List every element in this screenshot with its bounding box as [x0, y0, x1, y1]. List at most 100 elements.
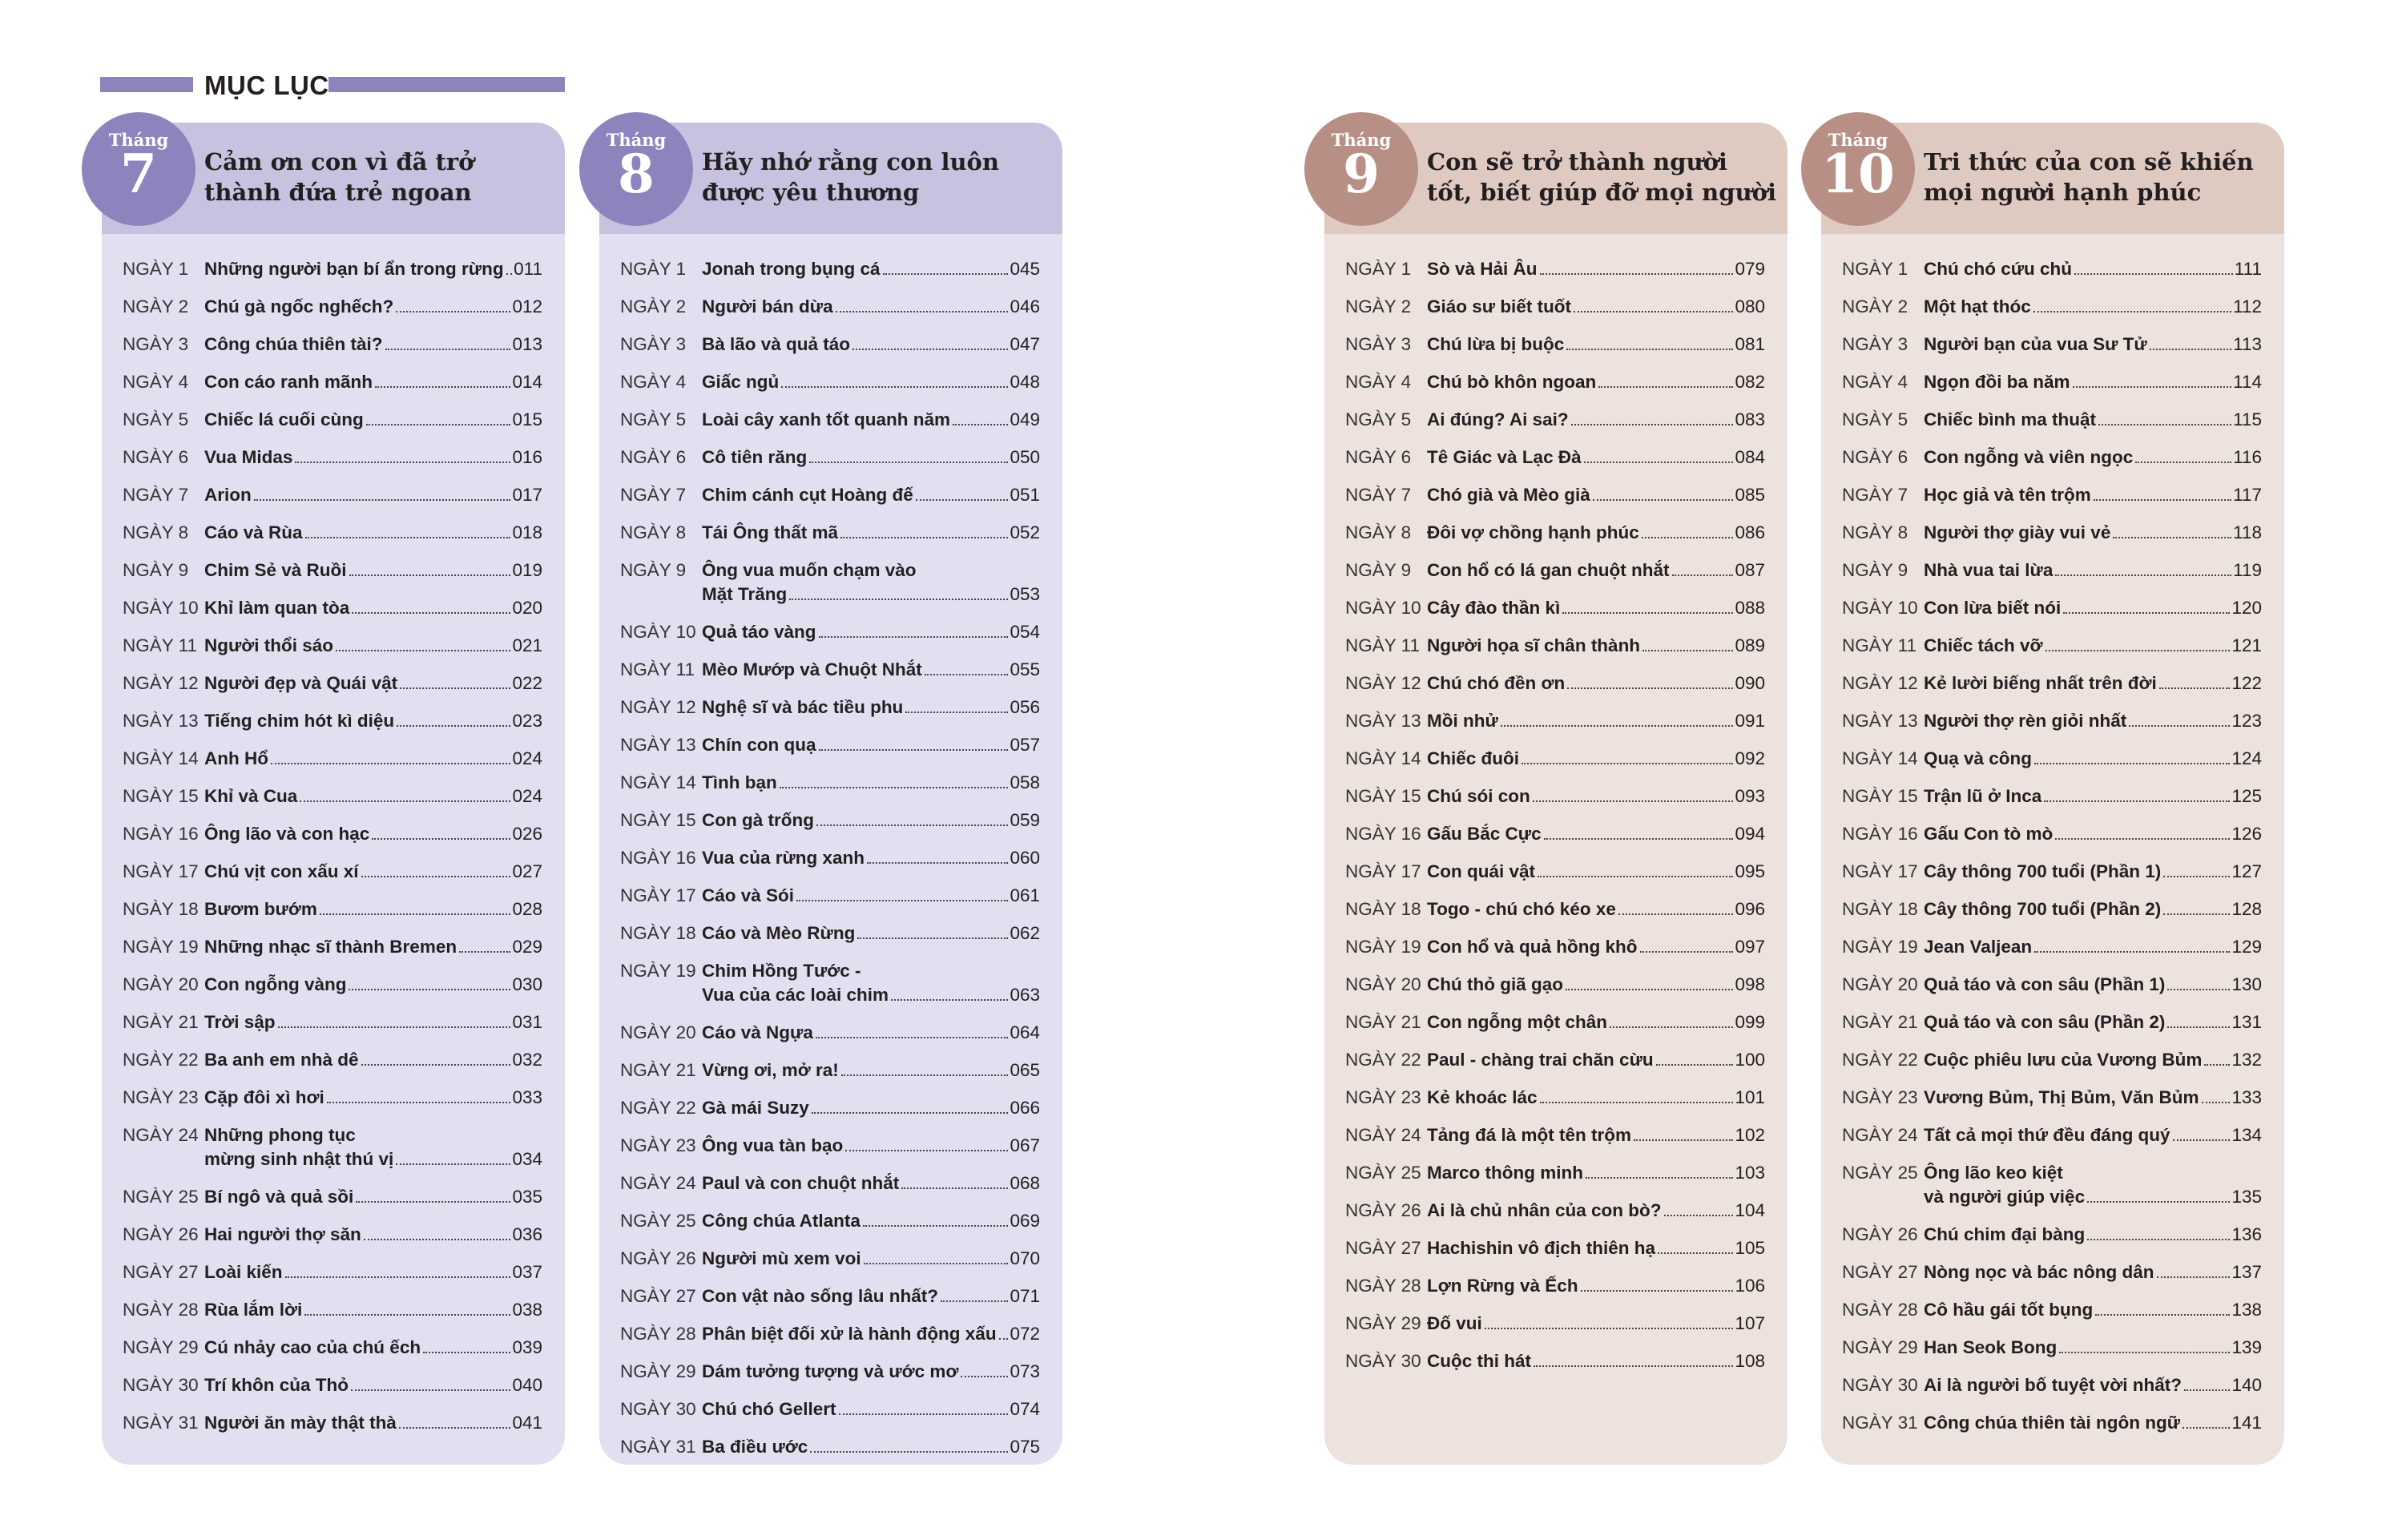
toc-entry[interactable]: NGÀY 18 Togo - chú chó kéo xe 096: [1345, 890, 1765, 928]
toc-entry[interactable]: NGÀY 24 Những phong tục mừng sinh nhật t…: [123, 1116, 542, 1178]
toc-entry[interactable]: NGÀY 17 Con quái vật 095: [1345, 853, 1765, 890]
toc-entry[interactable]: NGÀY 1 Những người bạn bí ẩn trong rừng 0…: [123, 250, 542, 288]
toc-entry[interactable]: NGÀY 13 Mồi nhử 091: [1345, 702, 1765, 740]
toc-entry[interactable]: NGÀY 26 Chú chim đại bàng 136: [1842, 1215, 2262, 1253]
toc-entry[interactable]: NGÀY 31 Ba điều ước 075: [620, 1428, 1040, 1465]
toc-entry[interactable]: NGÀY 7 Arion 017: [123, 476, 542, 514]
toc-entry[interactable]: NGÀY 13 Người thợ rèn giỏi nhất 123: [1842, 702, 2262, 740]
toc-entry[interactable]: NGÀY 1 Sò và Hải Âu 079: [1345, 250, 1765, 288]
toc-entry[interactable]: NGÀY 6 Vua Midas 016: [123, 438, 542, 476]
toc-entry[interactable]: NGÀY 20 Quả táo và con sâu (Phần 1) 130: [1842, 966, 2262, 1003]
toc-entry[interactable]: NGÀY 29 Dám tưởng tượng và ước mơ 073: [620, 1353, 1040, 1390]
toc-entry[interactable]: NGÀY 13 Tiếng chim hót kì diệu 023: [123, 702, 542, 740]
toc-entry[interactable]: NGÀY 2 Một hạt thóc 112: [1842, 288, 2262, 325]
toc-entry[interactable]: NGÀY 22 Cuộc phiêu lưu của Vương Bủm 132: [1842, 1041, 2262, 1078]
toc-entry[interactable]: NGÀY 2 Chú gà ngốc nghếch? 012: [123, 288, 542, 325]
toc-entry[interactable]: NGÀY 5 Chiếc bình ma thuật 115: [1842, 401, 2262, 438]
toc-entry[interactable]: NGÀY 28 Phân biệt đối xử là hành động xấ…: [620, 1315, 1040, 1353]
toc-entry[interactable]: NGÀY 9 Ông vua muốn chạm vào Mặt Trăng 05…: [620, 551, 1040, 613]
toc-entry[interactable]: NGÀY 10 Cây đào thần kì 088: [1345, 589, 1765, 627]
toc-entry[interactable]: NGÀY 4 Chú bò khôn ngoan 082: [1345, 363, 1765, 401]
toc-entry[interactable]: NGÀY 23 Ông vua tàn bạo 067: [620, 1127, 1040, 1164]
toc-entry[interactable]: NGÀY 9 Nhà vua tai lừa 119: [1842, 551, 2262, 589]
toc-entry[interactable]: NGÀY 24 Tất cả mọi thứ đều đáng quý 134: [1842, 1116, 2262, 1154]
toc-entry[interactable]: NGÀY 1 Jonah trong bụng cá 045: [620, 250, 1040, 288]
toc-entry[interactable]: NGÀY 2 Người bán dừa 046: [620, 288, 1040, 325]
toc-entry[interactable]: NGÀY 6 Tê Giác và Lạc Đà 084: [1345, 438, 1765, 476]
toc-entry[interactable]: NGÀY 6 Con ngỗng và viên ngọc 116: [1842, 438, 2262, 476]
toc-entry[interactable]: NGÀY 19 Con hổ và quả hồng khô 097: [1345, 928, 1765, 966]
toc-entry[interactable]: NGÀY 25 Ông lão keo kiệt và người giúp v…: [1842, 1154, 2262, 1215]
toc-entry[interactable]: NGÀY 24 Tảng đá là một tên trộm 102: [1345, 1116, 1765, 1154]
toc-entry[interactable]: NGÀY 22 Paul - chàng trai chăn cừu 100: [1345, 1041, 1765, 1078]
toc-entry[interactable]: NGÀY 7 Chó già và Mèo già 085: [1345, 476, 1765, 514]
toc-entry[interactable]: NGÀY 16 Vua của rừng xanh 060: [620, 839, 1040, 877]
toc-entry[interactable]: NGÀY 19 Chim Hồng Tước - Vua của các loà…: [620, 952, 1040, 1014]
toc-entry[interactable]: NGÀY 4 Giấc ngủ 048: [620, 363, 1040, 401]
toc-entry[interactable]: NGÀY 31 Người ăn mày thật thà 041: [123, 1404, 542, 1441]
toc-entry[interactable]: NGÀY 10 Quả táo vàng 054: [620, 613, 1040, 651]
toc-entry[interactable]: NGÀY 16 Ông lão và con hạc 026: [123, 815, 542, 853]
toc-entry[interactable]: NGÀY 21 Quả táo và con sâu (Phần 2) 131: [1842, 1003, 2262, 1041]
toc-entry[interactable]: NGÀY 14 Chiếc đuôi 092: [1345, 740, 1765, 777]
toc-entry[interactable]: NGÀY 17 Cây thông 700 tuổi (Phần 1) 127: [1842, 853, 2262, 890]
toc-entry[interactable]: NGÀY 3 Người bạn của vua Sư Tử 113: [1842, 325, 2262, 363]
toc-entry[interactable]: NGÀY 8 Tái Ông thất mã 052: [620, 514, 1040, 551]
toc-entry[interactable]: NGÀY 30 Ai là người bố tuyệt vời nhất? 14…: [1842, 1366, 2262, 1404]
toc-entry[interactable]: NGÀY 29 Han Seok Bong 139: [1842, 1328, 2262, 1366]
toc-entry[interactable]: NGÀY 9 Chim Sẻ và Ruồi 019: [123, 551, 542, 589]
toc-entry[interactable]: NGÀY 26 Ai là chủ nhân của con bò? 104: [1345, 1191, 1765, 1229]
toc-entry[interactable]: NGÀY 15 Trận lũ ở Inca 125: [1842, 777, 2262, 815]
toc-entry[interactable]: NGÀY 27 Con vật nào sống lâu nhất? 071: [620, 1277, 1040, 1315]
toc-entry[interactable]: NGÀY 14 Tình bạn 058: [620, 764, 1040, 801]
toc-entry[interactable]: NGÀY 16 Gấu Con tò mò 126: [1842, 815, 2262, 853]
toc-entry[interactable]: NGÀY 23 Cặp đôi xì hơi 033: [123, 1078, 542, 1116]
toc-entry[interactable]: NGÀY 10 Khỉ làm quan tòa 020: [123, 589, 542, 627]
toc-entry[interactable]: NGÀY 19 Những nhạc sĩ thành Bremen 029: [123, 928, 542, 966]
toc-entry[interactable]: NGÀY 3 Chú lừa bị buộc 081: [1345, 325, 1765, 363]
toc-entry[interactable]: NGÀY 5 Ai đúng? Ai sai? 083: [1345, 401, 1765, 438]
toc-entry[interactable]: NGÀY 17 Cáo và Sói 061: [620, 877, 1040, 914]
toc-entry[interactable]: NGÀY 11 Chiếc tách vỡ 121: [1842, 627, 2262, 664]
toc-entry[interactable]: NGÀY 19 Jean Valjean 129: [1842, 928, 2262, 966]
toc-entry[interactable]: NGÀY 17 Chú vịt con xấu xí 027: [123, 853, 542, 890]
toc-entry[interactable]: NGÀY 28 Cô hầu gái tốt bụng 138: [1842, 1291, 2262, 1328]
toc-entry[interactable]: NGÀY 22 Gà mái Suzy 066: [620, 1089, 1040, 1127]
toc-entry[interactable]: NGÀY 8 Người thợ giày vui vẻ 118: [1842, 514, 2262, 551]
toc-entry[interactable]: NGÀY 13 Chín con quạ 057: [620, 726, 1040, 764]
toc-entry[interactable]: NGÀY 31 Công chúa thiên tài ngôn ngữ 141: [1842, 1404, 2262, 1441]
toc-entry[interactable]: NGÀY 7 Học giả và tên trộm 117: [1842, 476, 2262, 514]
toc-entry[interactable]: NGÀY 21 Trời sập 031: [123, 1003, 542, 1041]
toc-entry[interactable]: NGÀY 12 Chú chó đền ơn 090: [1345, 664, 1765, 702]
toc-entry[interactable]: NGÀY 20 Cáo và Ngựa 064: [620, 1014, 1040, 1051]
toc-entry[interactable]: NGÀY 29 Đố vui 107: [1345, 1304, 1765, 1342]
toc-entry[interactable]: NGÀY 14 Quạ và công 124: [1842, 740, 2262, 777]
toc-entry[interactable]: NGÀY 6 Cô tiên răng 050: [620, 438, 1040, 476]
toc-entry[interactable]: NGÀY 15 Con gà trống 059: [620, 801, 1040, 839]
toc-entry[interactable]: NGÀY 14 Anh Hổ 024: [123, 740, 542, 777]
toc-entry[interactable]: NGÀY 29 Cú nhảy cao của chú ếch 039: [123, 1328, 542, 1366]
toc-entry[interactable]: NGÀY 12 Kẻ lười biếng nhất trên đời 122: [1842, 664, 2262, 702]
toc-entry[interactable]: NGÀY 20 Chú thỏ giã gạo 098: [1345, 966, 1765, 1003]
toc-entry[interactable]: NGÀY 10 Con lừa biết nói 120: [1842, 589, 2262, 627]
toc-entry[interactable]: NGÀY 15 Khỉ và Cua 024: [123, 777, 542, 815]
toc-entry[interactable]: NGÀY 18 Bươm bướm 028: [123, 890, 542, 928]
toc-entry[interactable]: NGÀY 27 Nòng nọc và bác nông dân 137: [1842, 1253, 2262, 1291]
toc-entry[interactable]: NGÀY 8 Cáo và Rùa 018: [123, 514, 542, 551]
toc-entry[interactable]: NGÀY 18 Cây thông 700 tuổi (Phần 2) 128: [1842, 890, 2262, 928]
toc-entry[interactable]: NGÀY 4 Con cáo ranh mãnh 014: [123, 363, 542, 401]
toc-entry[interactable]: NGÀY 5 Chiếc lá cuối cùng 015: [123, 401, 542, 438]
toc-entry[interactable]: NGÀY 28 Lợn Rừng và Ếch 106: [1345, 1267, 1765, 1304]
toc-entry[interactable]: NGÀY 26 Người mù xem voi 070: [620, 1240, 1040, 1277]
toc-entry[interactable]: NGÀY 28 Rùa lắm lời 038: [123, 1291, 542, 1328]
toc-entry[interactable]: NGÀY 21 Con ngỗng một chân 099: [1345, 1003, 1765, 1041]
toc-entry[interactable]: NGÀY 30 Trí khôn của Thỏ 040: [123, 1366, 542, 1404]
toc-entry[interactable]: NGÀY 20 Con ngỗng vàng 030: [123, 966, 542, 1003]
toc-entry[interactable]: NGÀY 23 Vương Bủm, Thị Bủm, Văn Bủm 133: [1842, 1078, 2262, 1116]
toc-entry[interactable]: NGÀY 25 Bí ngô và quả sồi 035: [123, 1178, 542, 1215]
toc-entry[interactable]: NGÀY 23 Kẻ khoác lác 101: [1345, 1078, 1765, 1116]
toc-entry[interactable]: NGÀY 25 Công chúa Atlanta 069: [620, 1202, 1040, 1240]
toc-entry[interactable]: NGÀY 2 Giáo sư biết tuốt 080: [1345, 288, 1765, 325]
toc-entry[interactable]: NGÀY 12 Nghệ sĩ và bác tiều phu 056: [620, 688, 1040, 726]
toc-entry[interactable]: NGÀY 30 Chú chó Gellert 074: [620, 1390, 1040, 1428]
